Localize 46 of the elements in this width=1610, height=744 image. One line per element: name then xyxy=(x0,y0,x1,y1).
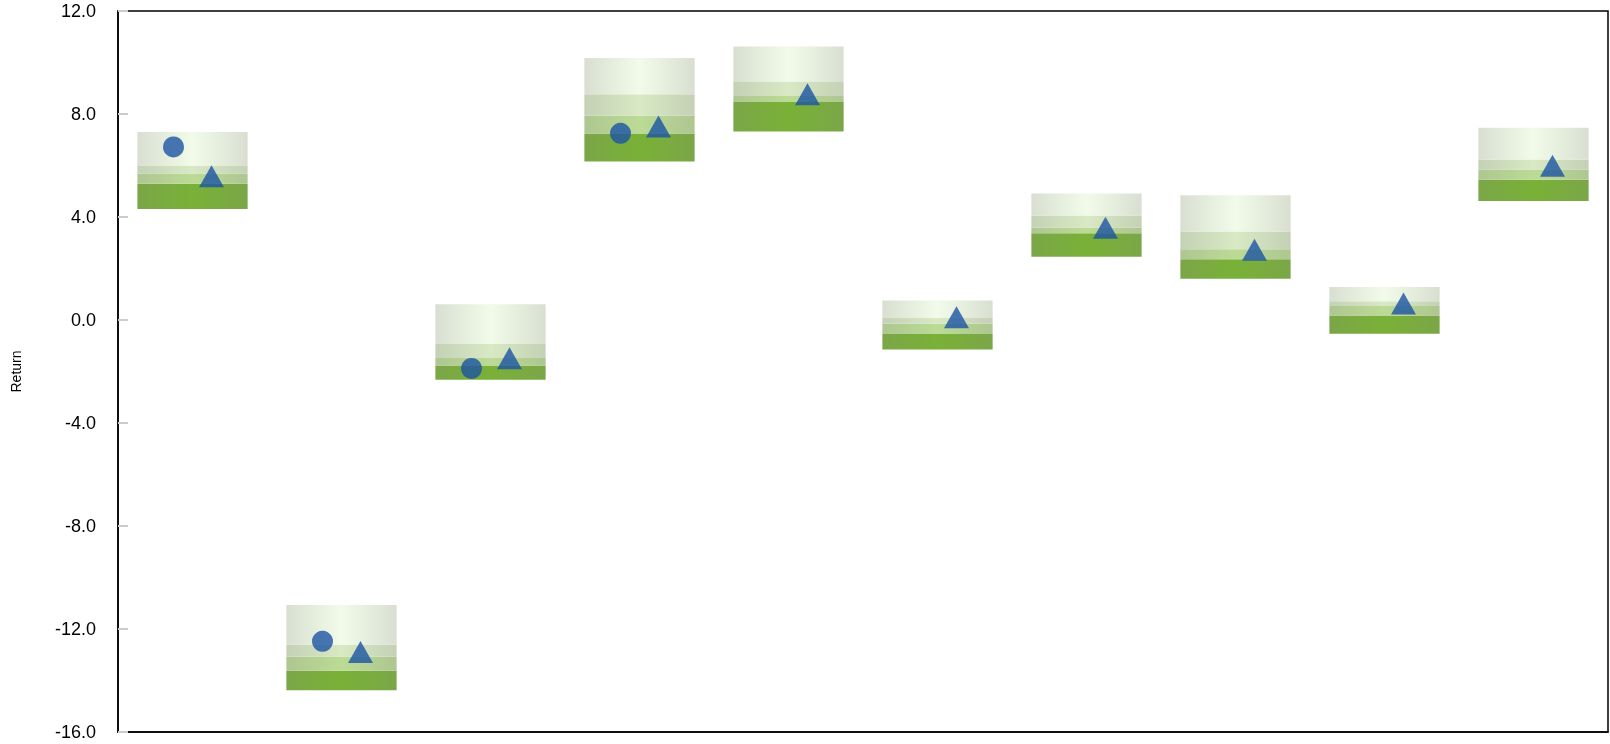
bar xyxy=(435,304,546,344)
point xyxy=(1540,154,1565,177)
point xyxy=(646,115,671,138)
bar xyxy=(1329,287,1440,302)
bar xyxy=(137,132,248,166)
y-tick-label: 4.0 xyxy=(70,207,96,227)
bar xyxy=(286,656,397,671)
y-tick-label: -4.0 xyxy=(64,413,96,433)
point xyxy=(1242,238,1267,261)
bar xyxy=(882,333,993,350)
point xyxy=(199,165,224,188)
bar xyxy=(1031,215,1142,228)
bar xyxy=(1031,233,1142,257)
bar xyxy=(1180,259,1291,279)
bar xyxy=(1031,193,1142,216)
bar xyxy=(1180,195,1291,232)
bar xyxy=(882,323,993,334)
y-tick-label: -16.0 xyxy=(54,722,96,742)
bar xyxy=(584,94,695,116)
bar xyxy=(286,605,397,645)
y-tick-label: -12.0 xyxy=(54,619,96,639)
bar xyxy=(882,300,993,318)
point xyxy=(1391,292,1416,315)
bar xyxy=(137,183,248,210)
point xyxy=(944,306,969,329)
y-tick-label: 8.0 xyxy=(70,104,96,124)
bar xyxy=(1478,179,1589,202)
bar xyxy=(435,343,546,359)
bar xyxy=(1478,127,1589,160)
bar xyxy=(584,58,695,95)
bar xyxy=(733,82,844,96)
y-tick-label: -8.0 xyxy=(64,516,96,536)
bar xyxy=(733,101,844,132)
bar xyxy=(733,46,844,83)
bar xyxy=(286,670,397,691)
y-tick-label: 12.0 xyxy=(60,1,96,21)
point xyxy=(1093,216,1118,239)
point xyxy=(348,641,373,664)
y-axis-title: Return xyxy=(8,350,24,393)
point xyxy=(795,83,820,106)
bar xyxy=(1180,231,1291,250)
y-tick-label: 0.0 xyxy=(70,310,96,330)
bar xyxy=(1478,159,1589,170)
bar xyxy=(1329,315,1440,334)
point xyxy=(497,347,522,370)
bar xyxy=(584,133,695,162)
